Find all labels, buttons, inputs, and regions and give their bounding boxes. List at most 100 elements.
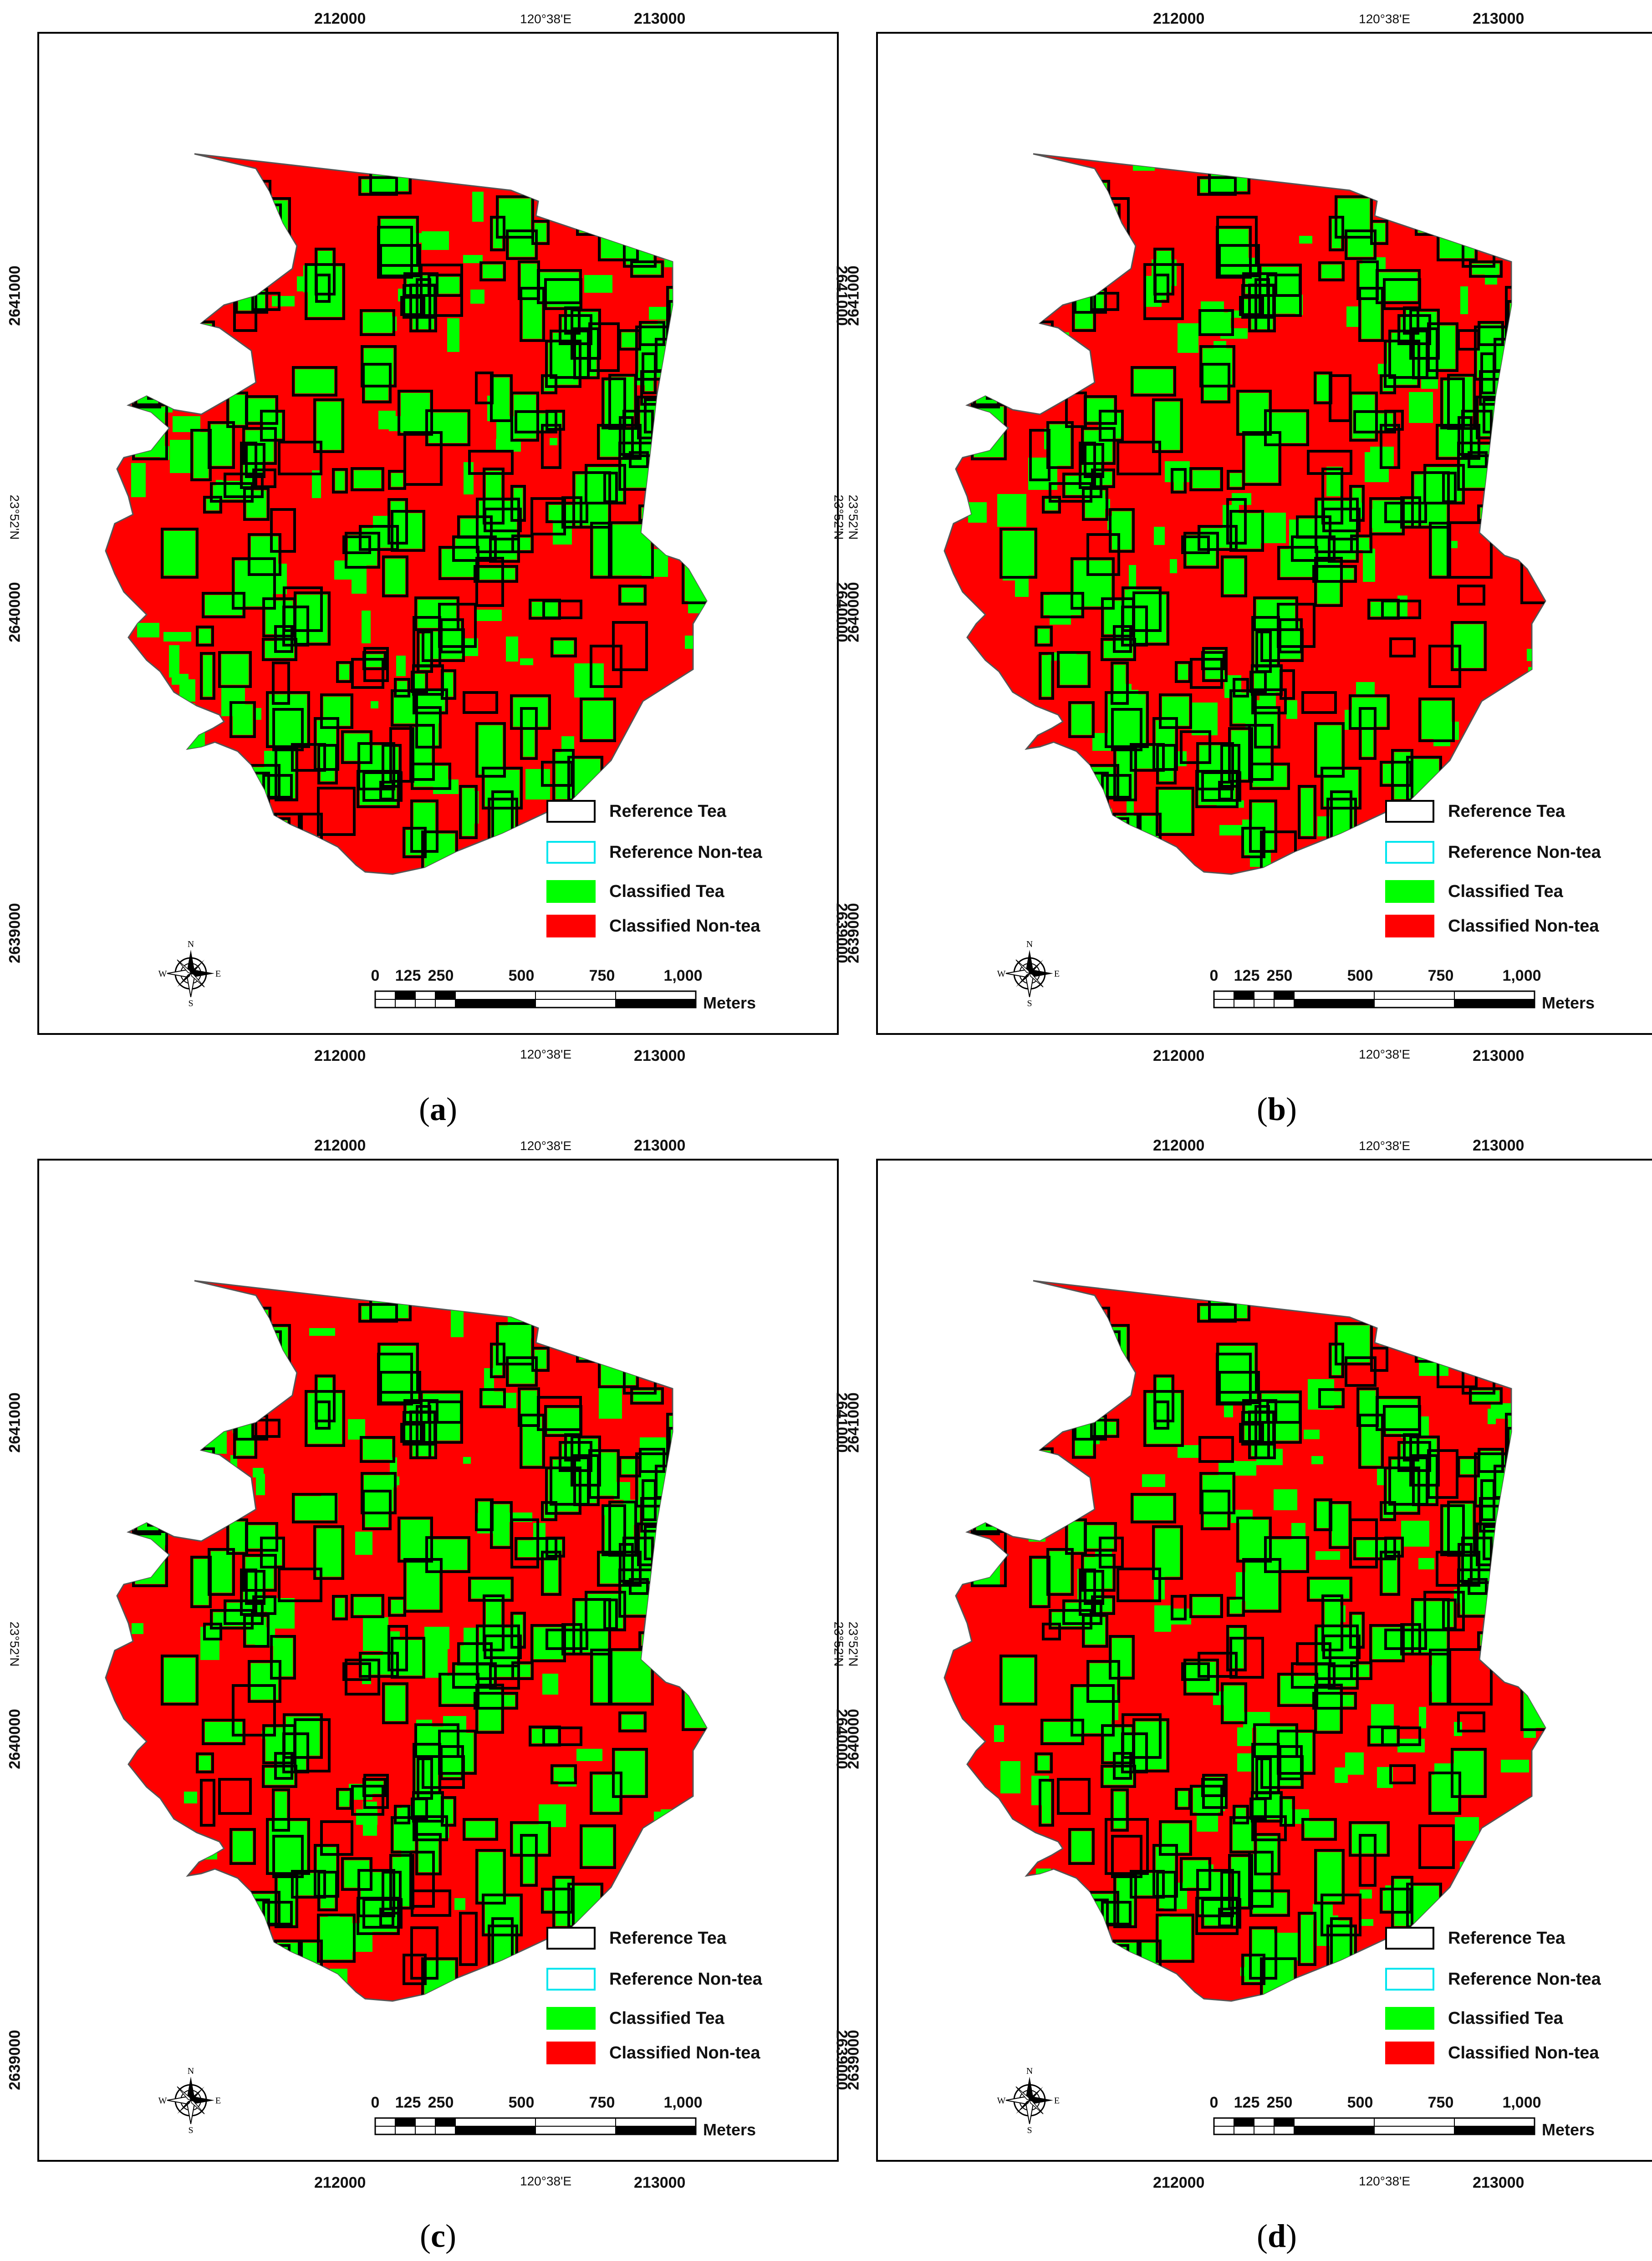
reference-tea-outline xyxy=(545,340,581,388)
classified-tea-patch xyxy=(321,1874,335,1908)
reference-tea-outline xyxy=(1428,645,1461,688)
reference-tea-outline xyxy=(677,1358,693,1401)
reference-tea-outline xyxy=(317,787,356,836)
reference-tea-outline xyxy=(1532,721,1545,771)
reference-tea-outline xyxy=(1068,1828,1095,1865)
classified-tea-patch xyxy=(599,1386,622,1419)
reference-tea-outline xyxy=(590,522,612,579)
reference-tea-outline xyxy=(1152,398,1183,453)
reference-tea-outline xyxy=(1171,1595,1187,1620)
classified-tea-patch xyxy=(396,656,406,676)
classified-tea-patch xyxy=(1159,1917,1191,1960)
reference-tea-outline xyxy=(1383,1405,1421,1437)
classified-tea-patch xyxy=(231,1379,249,1403)
reference-tea-outline xyxy=(1086,1660,1120,1703)
reference-tea-outline xyxy=(1081,427,1116,465)
legend-swatch-classified-non-tea xyxy=(546,2042,596,2064)
reference-tea-outline xyxy=(1218,781,1233,800)
reference-tea-outline xyxy=(1044,366,1070,387)
classified-tea-patch xyxy=(1050,1551,1071,1593)
reference-tea-outline xyxy=(1312,565,1357,583)
legend-swatch-classified-tea xyxy=(546,2007,596,2030)
classified-tea-patch xyxy=(1381,199,1397,214)
classified-tea-patch xyxy=(654,1840,693,1886)
classified-tea-patch xyxy=(973,1558,1000,1587)
classified-tea-patch xyxy=(1530,1460,1545,1482)
reference-tea-outline xyxy=(1500,1497,1526,1515)
classified-tea-patch xyxy=(656,717,691,744)
classified-tea-patch xyxy=(642,549,668,577)
reference-tea-outline xyxy=(1498,207,1540,250)
classified-tea-patch xyxy=(466,1821,495,1838)
reference-tea-outline xyxy=(1492,713,1533,747)
classified-tea-patch xyxy=(1078,352,1086,376)
reference-tea-outline xyxy=(1255,1757,1272,1800)
reference-tea-outline xyxy=(315,1375,336,1422)
classified-tea-patch xyxy=(1531,411,1545,427)
classified-tea-patch xyxy=(428,412,467,443)
left-geo-tick: 23°52'N xyxy=(7,1621,22,1667)
reference-tea-outline xyxy=(232,557,276,610)
classified-tea-patch xyxy=(1257,1836,1277,1872)
legend-classified-non-tea: Classified Non-tea xyxy=(1385,912,1599,940)
left-geo-tick: 23°52'N xyxy=(7,494,22,540)
classified-tea-patch xyxy=(1009,284,1040,310)
legend-label: Classified Tea xyxy=(1448,2008,1563,2028)
scale-unit: Meters xyxy=(1542,2120,1595,2139)
reference-tea-outline xyxy=(463,1818,498,1841)
classified-tea-patch xyxy=(579,1324,608,1360)
reference-tea-outline xyxy=(1301,691,1337,714)
reference-tea-outline xyxy=(1397,1441,1431,1472)
reference-tea-outline xyxy=(618,1711,647,1732)
classified-tea-patch xyxy=(1029,1406,1046,1427)
classified-tea-patch xyxy=(1104,207,1117,236)
classified-tea-patch xyxy=(1496,700,1509,734)
north-label: N xyxy=(1026,2066,1033,2076)
scale-label-500: 500 xyxy=(1347,967,1373,984)
reference-tea-outline xyxy=(1507,165,1533,189)
reference-tea-outline xyxy=(242,427,277,465)
reference-tea-outline xyxy=(1143,1390,1184,1447)
reference-tea-outline xyxy=(400,296,425,316)
reference-tea-outline xyxy=(398,390,433,436)
reference-tea-outline xyxy=(317,1914,356,1963)
classified-tea-patch xyxy=(1070,1379,1088,1403)
reference-tea-outline xyxy=(651,1837,696,1889)
reference-tea-outline xyxy=(1384,340,1420,388)
classified-tea-patch xyxy=(601,1354,636,1385)
legend-label: Reference Non-tea xyxy=(609,1969,762,1989)
left-y-tick-2640000: 2640000 xyxy=(6,1709,24,1769)
reference-tea-outline xyxy=(1321,1894,1361,1936)
reference-tea-outline xyxy=(160,749,182,780)
classified-tea-patch xyxy=(1519,234,1529,271)
classified-tea-patch xyxy=(1170,559,1177,573)
scale-label-500: 500 xyxy=(1347,2094,1373,2111)
reference-tea-outline xyxy=(272,708,304,751)
reference-tea-outline xyxy=(1101,774,1132,799)
reference-tea-outline xyxy=(1091,468,1115,488)
reference-tea-outline xyxy=(1035,626,1053,647)
classified-tea-patch xyxy=(1003,1658,1034,1702)
reference-tea-outline xyxy=(205,1492,231,1514)
reference-tea-outline xyxy=(398,1517,433,1563)
reference-tea-outline xyxy=(1029,1556,1050,1608)
west-label: W xyxy=(158,2096,167,2106)
classified-tea-patch xyxy=(633,217,649,237)
reference-tea-outline xyxy=(219,772,249,798)
classified-tea-patch xyxy=(272,296,295,306)
north-label: N xyxy=(188,939,194,949)
classified-tea-patch xyxy=(1332,1504,1348,1546)
classified-tea-patch xyxy=(1371,509,1395,528)
classified-tea-patch xyxy=(1510,168,1530,186)
east-label: E xyxy=(1054,2096,1060,2106)
classified-tea-patch xyxy=(380,229,410,275)
reference-tea-outline xyxy=(351,1785,384,1816)
legend-swatch-reference-tea xyxy=(1385,800,1434,823)
reference-tea-outline xyxy=(551,1764,577,1784)
reference-tea-outline xyxy=(1024,1382,1040,1400)
reference-tea-outline xyxy=(1301,1818,1337,1841)
classified-tea-patch xyxy=(1204,366,1227,400)
classified-tea-patch xyxy=(166,316,199,364)
reference-tea-outline xyxy=(1321,767,1361,810)
reference-tea-outline xyxy=(520,1834,538,1887)
